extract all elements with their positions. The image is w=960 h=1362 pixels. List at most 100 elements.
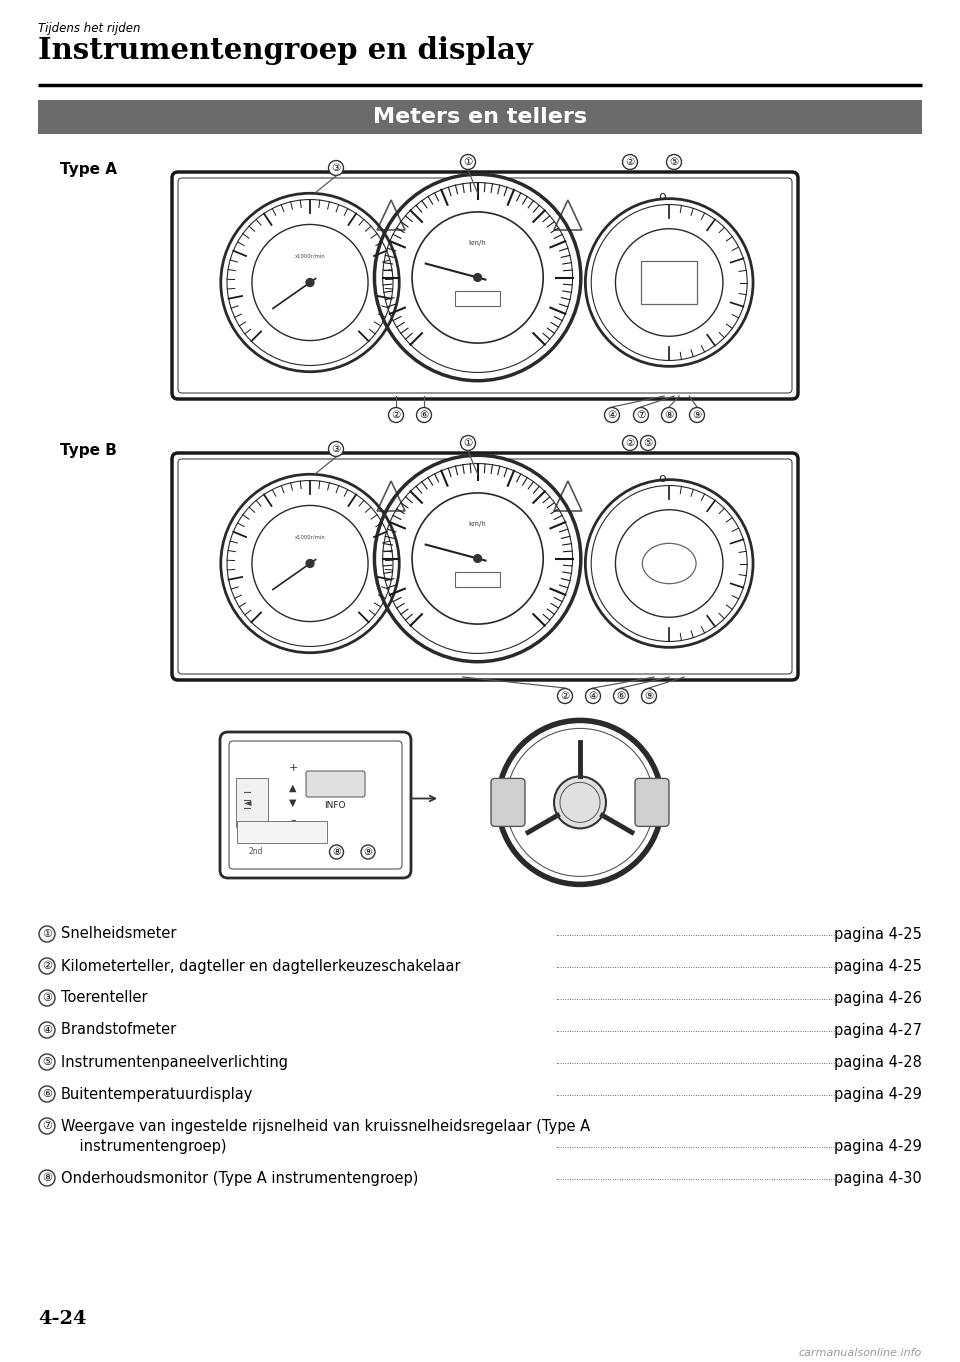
Text: ⑤: ⑤ (643, 439, 653, 448)
Ellipse shape (642, 543, 696, 584)
Circle shape (689, 407, 705, 422)
Text: Brandstofmeter: Brandstofmeter (61, 1023, 180, 1038)
Text: x1000r/min: x1000r/min (295, 535, 325, 539)
FancyBboxPatch shape (306, 771, 365, 797)
Text: Onderhoudsmonitor (Type A instrumentengroep): Onderhoudsmonitor (Type A instrumentengr… (61, 1170, 419, 1185)
Text: ②: ② (42, 962, 52, 971)
Text: ④: ④ (42, 1026, 52, 1035)
Text: ④: ④ (608, 410, 616, 419)
Circle shape (221, 193, 399, 372)
Text: ................................................................................: ........................................… (555, 929, 840, 938)
Circle shape (586, 199, 753, 366)
Text: ⑥: ⑥ (420, 410, 428, 419)
Text: ⑤: ⑤ (669, 157, 679, 168)
Text: ⑧: ⑧ (42, 1173, 52, 1184)
FancyBboxPatch shape (455, 291, 500, 306)
Text: ................................................................................: ........................................… (555, 1174, 840, 1182)
FancyBboxPatch shape (172, 454, 798, 680)
Text: ③: ③ (331, 444, 341, 454)
Circle shape (328, 161, 344, 176)
Text: ⑧: ⑧ (664, 410, 674, 419)
Text: ................................................................................: ........................................… (555, 993, 840, 1002)
FancyBboxPatch shape (236, 778, 268, 827)
Circle shape (39, 1022, 55, 1038)
Text: pagina 4-28: pagina 4-28 (834, 1054, 922, 1069)
Circle shape (558, 689, 572, 704)
FancyBboxPatch shape (641, 262, 697, 304)
Text: ①: ① (42, 929, 52, 938)
Text: pagina 4-29: pagina 4-29 (834, 1139, 922, 1154)
Circle shape (461, 436, 475, 451)
Text: ②: ② (625, 157, 635, 168)
Text: Toerenteller: Toerenteller (61, 990, 148, 1005)
Circle shape (634, 407, 649, 422)
Circle shape (461, 154, 475, 169)
Text: +: + (288, 763, 298, 774)
Text: ▼: ▼ (289, 798, 297, 808)
Circle shape (661, 407, 677, 422)
Text: ▲: ▲ (289, 783, 297, 793)
Circle shape (39, 1054, 55, 1071)
Text: INFO: INFO (324, 801, 346, 810)
Text: Meters en tellers: Meters en tellers (372, 108, 588, 127)
FancyBboxPatch shape (455, 572, 500, 587)
Circle shape (39, 957, 55, 974)
Circle shape (39, 990, 55, 1007)
Text: 2nd: 2nd (249, 847, 263, 857)
Circle shape (221, 474, 399, 652)
Circle shape (417, 407, 431, 422)
Text: ⑨: ⑨ (692, 410, 702, 419)
Text: ⑨: ⑨ (644, 691, 654, 701)
Circle shape (305, 558, 315, 568)
Text: km/h: km/h (468, 241, 487, 247)
Text: ⑦: ⑦ (636, 410, 646, 419)
FancyBboxPatch shape (220, 731, 411, 878)
Text: km/h: km/h (468, 522, 487, 527)
Text: ................................................................................: ........................................… (555, 1141, 840, 1151)
Circle shape (641, 689, 657, 704)
Text: Type A: Type A (60, 162, 117, 177)
Circle shape (605, 407, 619, 422)
Circle shape (39, 1118, 55, 1135)
Text: pagina 4-30: pagina 4-30 (834, 1170, 922, 1185)
Text: ⑥: ⑥ (616, 691, 626, 701)
Text: ①: ① (464, 157, 472, 168)
Circle shape (328, 441, 344, 456)
Text: ................................................................................: ........................................… (555, 1057, 840, 1066)
Text: ③: ③ (331, 163, 341, 173)
FancyBboxPatch shape (635, 779, 669, 827)
Text: ②: ② (561, 691, 569, 701)
Text: ①: ① (464, 439, 472, 448)
Text: ⑨: ⑨ (364, 847, 372, 857)
Text: Kilometerteller, dagteller en dagtellerkeuzeschakelaar: Kilometerteller, dagteller en dagtellerk… (61, 959, 461, 974)
Circle shape (305, 278, 315, 287)
Circle shape (622, 436, 637, 451)
Circle shape (640, 436, 656, 451)
Circle shape (39, 1170, 55, 1186)
Text: ................................................................................: ........................................… (555, 1090, 840, 1099)
FancyBboxPatch shape (237, 821, 326, 843)
Text: Weergave van ingestelde rijsnelheid van kruissnelheidsregelaar (Type A: Weergave van ingestelde rijsnelheid van … (61, 1118, 590, 1133)
Circle shape (374, 174, 581, 381)
Text: pagina 4-25: pagina 4-25 (834, 959, 922, 974)
Text: carmanualsonline.info: carmanualsonline.info (799, 1348, 922, 1358)
Text: pagina 4-29: pagina 4-29 (834, 1087, 922, 1102)
Circle shape (374, 455, 581, 662)
Text: Instrumentengroep en display: Instrumentengroep en display (38, 35, 533, 65)
Text: pagina 4-26: pagina 4-26 (834, 990, 922, 1005)
Text: pagina 4-27: pagina 4-27 (834, 1023, 922, 1038)
Text: ................................................................................: ........................................… (555, 962, 840, 971)
Circle shape (39, 926, 55, 943)
Text: –: – (290, 814, 296, 825)
Text: x1000r/min: x1000r/min (295, 253, 325, 259)
Circle shape (329, 844, 344, 859)
Text: ⑦: ⑦ (42, 1121, 52, 1130)
Circle shape (666, 154, 682, 169)
Circle shape (586, 689, 601, 704)
Circle shape (622, 154, 637, 169)
Text: ⑥: ⑥ (42, 1090, 52, 1099)
Circle shape (473, 272, 482, 282)
Text: ②: ② (392, 410, 400, 419)
Text: ③: ③ (42, 993, 52, 1002)
Text: pagina 4-25: pagina 4-25 (834, 926, 922, 941)
